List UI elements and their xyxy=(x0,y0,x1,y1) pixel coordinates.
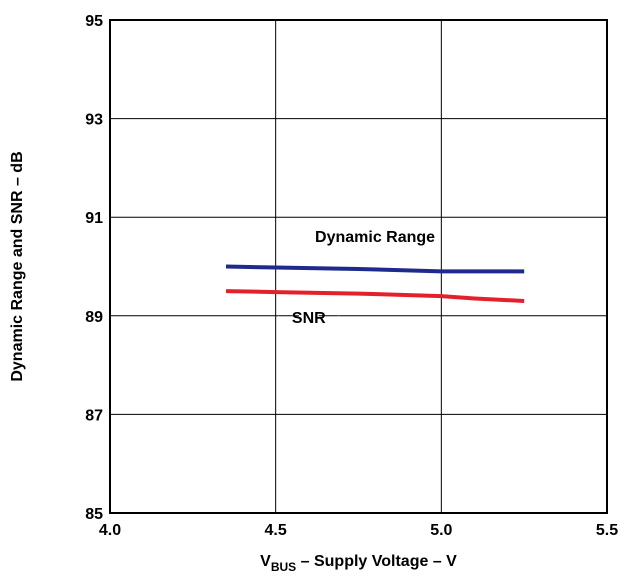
x-tick-label: 5.5 xyxy=(596,522,618,539)
x-tick-label: 4.0 xyxy=(99,522,121,539)
x-axis-title: VBUS – Supply Voltage – V xyxy=(260,553,457,574)
snr-annotation-bg xyxy=(278,307,339,330)
x-tick-label: 5.0 xyxy=(430,522,452,539)
plot-frame xyxy=(109,19,608,514)
series-layer xyxy=(225,264,525,303)
snr-line xyxy=(225,289,525,303)
y-tick-label: 95 xyxy=(85,13,103,30)
y-tick-label: 91 xyxy=(85,210,103,227)
x-tick-labels: 4.0 4.5 5.0 5.5 xyxy=(99,522,618,539)
y-tick-label: 87 xyxy=(85,407,103,424)
dynamic-range-annotation: Dynamic Range xyxy=(315,229,435,246)
y-tick-label: 93 xyxy=(85,112,103,129)
x-tick-label: 4.5 xyxy=(265,522,287,539)
y-tick-label: 89 xyxy=(85,309,103,326)
snr-annotation: SNR xyxy=(292,310,326,327)
dynamic-range-line xyxy=(225,264,525,274)
annotations: Dynamic Range SNR xyxy=(278,229,435,330)
x-axis-title-rest: – Supply Voltage – V xyxy=(296,553,457,570)
x-axis-title-main: V xyxy=(260,553,271,570)
x-axis-title-subscript: BUS xyxy=(271,560,296,574)
y-tick-labels: 85 87 89 91 93 95 xyxy=(85,13,103,523)
y-axis-title: Dynamic Range and SNR – dB xyxy=(9,151,26,381)
y-tick-label: 85 xyxy=(85,506,103,523)
